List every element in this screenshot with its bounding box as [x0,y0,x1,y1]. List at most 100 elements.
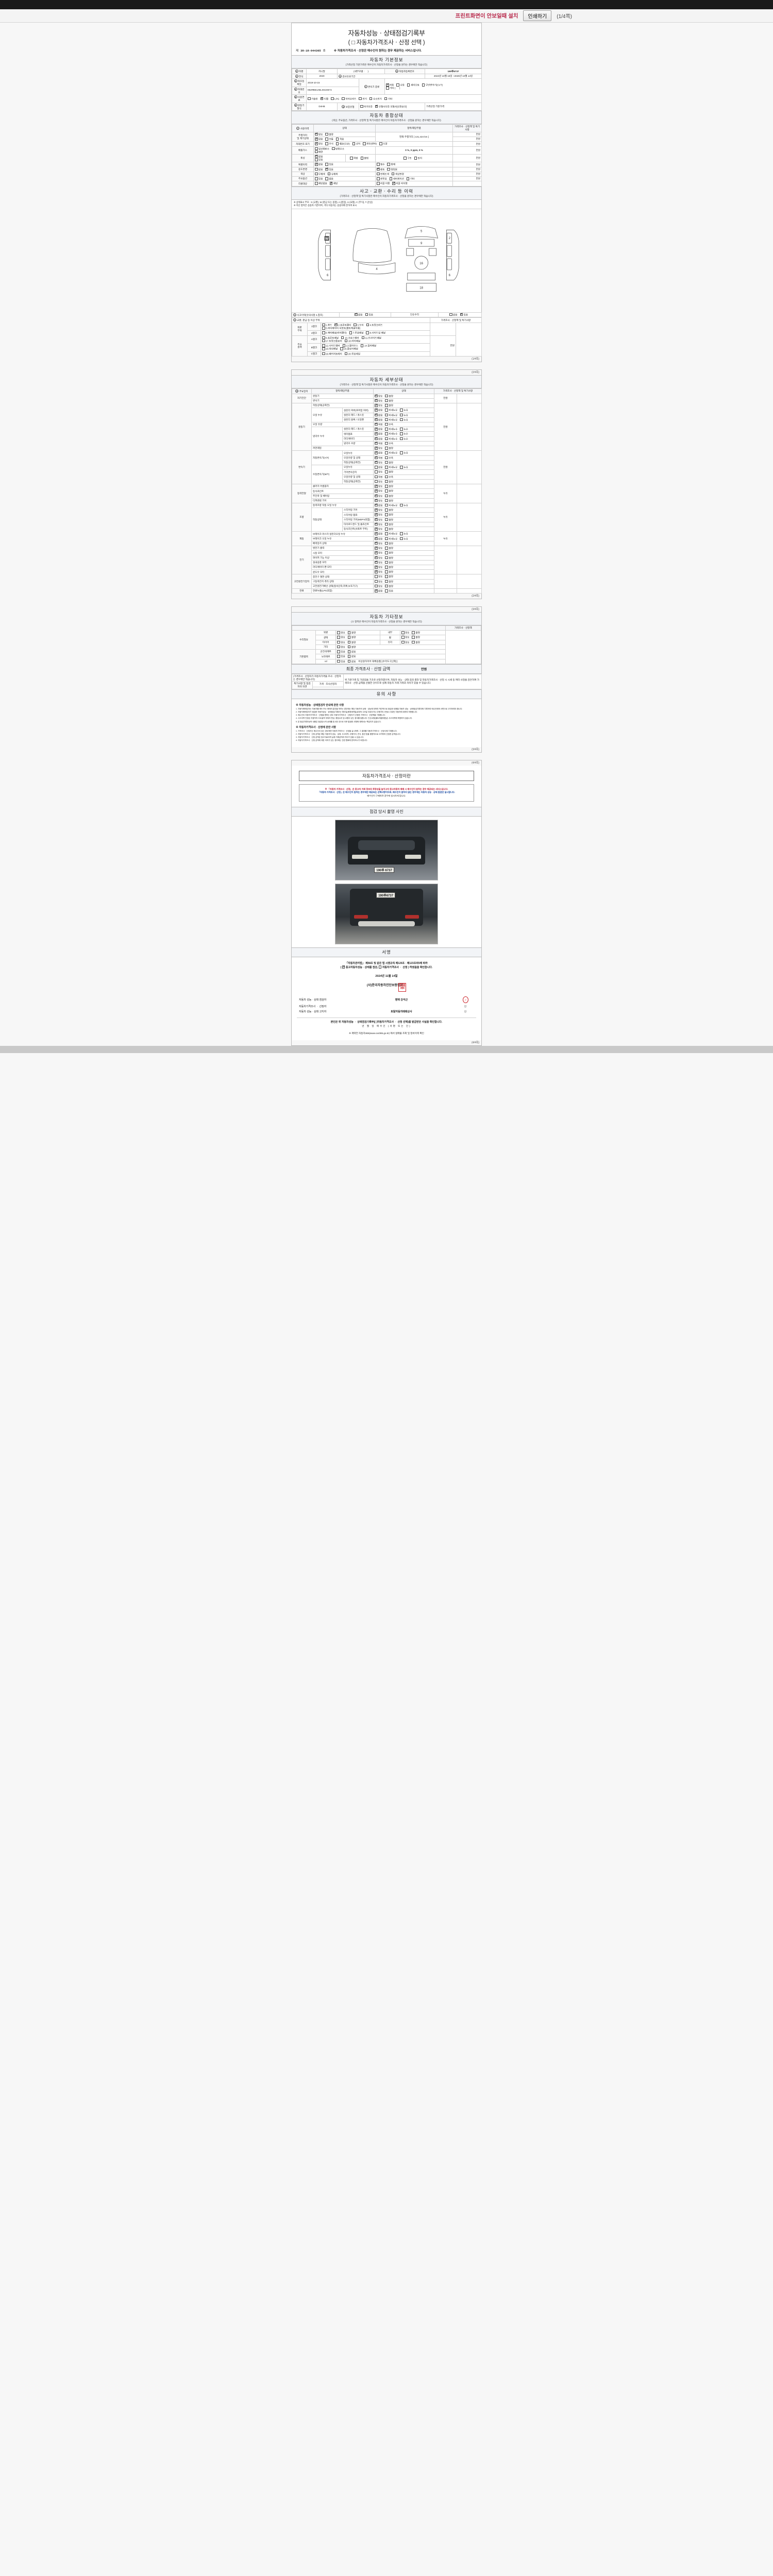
bottom-bar [0,1045,773,1053]
sub-item-label: 실린더 헤드 / 개스킷 [342,427,374,432]
sub-item-label: 스티어링 펌프 [342,512,374,518]
reg-no-value: 190루6737 [425,69,482,74]
accident-subtitle: (가격조사ㆍ산정액 및 특기사항은 매수인이 자동차가격조사ㆍ산정을 원하는 경… [340,194,433,197]
notice-item: 2. 자동차가격조사ㆍ산정 금액은 해당 자동차의 성능ㆍ상태, 사고이력, 주… [296,733,401,735]
driver-mat-options: 있음 없음 [335,649,446,655]
table-header-row: ⑪ 사용이력 상태 항목/해당부품 가격조사ㆍ산정액 및 특기사항 [292,124,482,132]
row-label-recall: 리콜대상 [292,181,314,187]
overall-title: 자동차 종합상태 [369,113,404,118]
price-cell: 누유 [434,502,458,532]
price-note-cell [457,502,482,532]
signer-name: 토탈자동차매매상사 [391,1010,412,1014]
color-change-options: 전체도색 색상변경 [375,171,453,177]
sub-item-label: 실린더 헤드 / 개스킷 [342,412,374,418]
page-2-footer: (2/4쪽) [292,594,481,599]
table-row: 구동축전지 격리 상태 양호 불량 [292,579,482,584]
basic-info-title: 자동차 기본정보 [369,57,404,62]
rank-b: B랭크 [307,343,321,352]
checkbox-performance-check[interactable] [342,965,345,969]
price-cell [434,546,458,575]
svg-text:16: 16 [419,262,423,265]
item-label: 작동상태 [311,507,343,532]
table-row: 고전원전기장치 충전구 절연 상태 양호 불량 [292,574,482,589]
item-label: 냉각수 누수 [311,427,343,447]
table-row: ⑬ 교환, 판금 등 이상 부위 가격조사ㆍ산정액 및 특기사항 [291,317,482,323]
svg-text:6: 6 [327,274,329,277]
checkbox-price-assessment[interactable] [378,965,382,969]
page-title: 자동차성능ㆍ상태점검기록부 [348,29,425,37]
accident-history-label: ⑫ 사고이력(유의사항 4.참조) [292,312,340,318]
table-row: 수리필요 외판 양호 불량 내부 양호 불량 [291,630,482,664]
item-label: 실내송풍 모터 [311,560,374,566]
wheel-options: 양호 불량 [400,635,446,640]
price-cell: 만원 [452,154,482,163]
item-label: 고전원전기배선 상태(접속단자,피복,보호기구) [311,583,374,589]
notices-band: 유의 사항 [292,689,481,699]
engine-value: D4HB [306,102,338,111]
cell-etc: 기타 [315,644,337,650]
basic-info-subtitle: (가격산정 기준가격은 매수인이 자동차가격조사ㆍ산정을 원하는 경우에만 적습… [345,63,428,66]
cell-aux-mat: 보조매트 [315,654,337,659]
svg-text:4: 4 [376,267,378,270]
basic-info-band: 자동차 기본정보 (가격산정 기준가격은 매수인이 자동차가격조사ㆍ산정을 원하… [292,55,481,69]
legend-line-2: ※ 하단 항목은 승용차 기준이며, 기타 자동차는 승용차에 준하여 표시 [294,204,357,207]
svg-text:5: 5 [421,230,423,233]
table-row: 시동 모터양호불량 [292,550,482,556]
trans-label: ⑦ 변속기 종류 [358,78,385,95]
price-base-label: 가격산정 기준가격 [425,102,482,111]
tuning-legal-options: 적법 불법 [345,154,376,163]
buyer-sign-line: 년 월 일 매수인 (서명 또는 인) [362,1024,411,1027]
row-label-emission: 배출가스 [292,146,314,155]
item-label: 충전구 절연 상태 [311,574,374,580]
price-cell: 만원 [430,335,457,357]
table-row: 와이퍼 기능 이상양호불량 [292,555,482,561]
notice-item: 1. 가격조사ㆍ산정자는 매수인이 있는 경우에만 자동차가격조사ㆍ산정을 실시… [296,730,397,732]
price-note-cell [456,322,482,357]
sub-item-label: 오일유량 및 상태 [342,474,374,480]
rank-c: C랭크 [307,351,321,357]
rank-a: A랭크 [307,335,321,344]
table-row: 특기사항 및 점검자의 의견 가격 · 조사산정자 [292,681,482,689]
print-button[interactable]: 인쇄하기 [523,10,552,21]
notice-item: 3. 자동차가격조사ㆍ산정 금액은 참고자료이며 실제 거래금액과 차이가 있을… [296,736,364,739]
other-col-blank [292,625,446,631]
rear-plate-number: 190루6737 [376,892,396,898]
sub-item-label: 오일유량 및 상태 [342,455,374,461]
notice-item: 4. 자동차가격조사ㆍ산정 금액에 대한 이의가 있는 경우에는 관련 협회에 … [296,739,368,742]
reg-no-label: ② 자동차등록번호 [384,69,426,74]
svg-text:18: 18 [419,286,423,290]
accident-band: 사고ㆍ교환ㆍ수리 등 이력 (가격조사ㆍ산정액 및 특기사항은 매수인이 자동차… [292,186,481,200]
document-number-row: 제 38-18-044365 호 ※ 자동차가격조사ㆍ산정은 매수인이 원하는 … [296,48,478,53]
price-notice-box: ※ 「자동차 가격조사ㆍ산정」은 중고차 거래 정보의 투명성을 높이고자 중고… [299,784,474,802]
page-4-footer: (4/4쪽) [292,1040,481,1045]
other-band: 자동차 기타정보 (① 항목은 매수인이 자동차가격조사ㆍ산정을 원하는 경우에… [292,612,481,626]
price-notice-line-2: 「자동차 가격조사ㆍ산정」은 매수인이 원하는 경우에만 제공되는 선택사항이므… [318,791,455,794]
table-row: 보조매트 있음 없음 [292,654,481,659]
photos-header: 점검 당시 촬영 사진 [292,806,481,817]
price-assessor-label: 가격 · 조사산정자 [312,681,344,688]
page-3-footer: (3/4쪽) [292,747,481,752]
signer-row: 자동차가격조사 ㆍ 산정자 인 [299,1004,474,1009]
polish-options: 양호 불량 [335,635,380,640]
sub-item-label: 타이로드엔드 및 볼죠인트 [342,521,374,528]
table-row: ① 차명 카니발 (세부모델 : ) ② 자동차등록번호 190루6737 [292,69,482,74]
rank2-items: 6.쿼터패널(리어휀다) 7.루프패널 8.사이드실 패널 [320,330,431,336]
law-line-1: 「자동차관리법」 제58조 및 같은 법 시행규칙 제120조ㆍ제123조의5에… [345,961,428,965]
item-label: 수동변속기(M/T) [311,465,343,485]
tire-options: 양호 불량 [335,639,380,645]
other-title: 자동차 기타정보 [369,614,404,620]
